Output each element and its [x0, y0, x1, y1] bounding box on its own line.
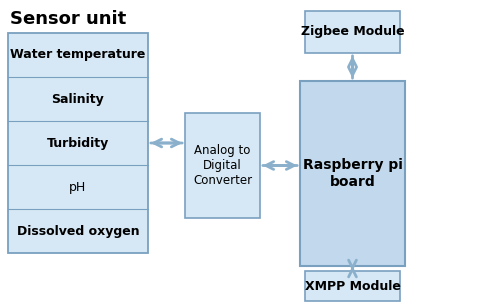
- Bar: [305, 11, 400, 53]
- Bar: [8, 33, 148, 253]
- Bar: [185, 113, 260, 218]
- Text: Raspberry pi
board: Raspberry pi board: [302, 158, 402, 188]
- Text: Zigbee Module: Zigbee Module: [300, 26, 405, 38]
- Text: Dissolved oxygen: Dissolved oxygen: [16, 225, 140, 237]
- Text: Analog to
Digital
Converter: Analog to Digital Converter: [193, 144, 252, 187]
- Bar: [300, 81, 405, 266]
- Text: XMPP Module: XMPP Module: [304, 279, 400, 293]
- Bar: [305, 271, 400, 301]
- Text: Salinity: Salinity: [52, 92, 104, 106]
- Text: Sensor unit: Sensor unit: [10, 10, 126, 28]
- Text: pH: pH: [70, 180, 86, 193]
- Text: Turbidity: Turbidity: [47, 136, 109, 149]
- Text: Water temperature: Water temperature: [10, 48, 145, 62]
